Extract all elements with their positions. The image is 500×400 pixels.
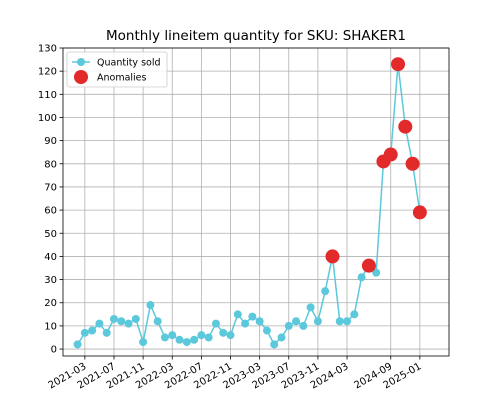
quantity-sold-point xyxy=(160,333,169,342)
quantity-sold-point xyxy=(299,321,308,330)
quantity-sold-point xyxy=(255,317,264,326)
legend-anomaly-marker xyxy=(74,70,88,84)
quantity-sold-point xyxy=(182,338,191,347)
anomaly-point xyxy=(412,205,427,220)
quantity-sold-point xyxy=(175,335,184,344)
quantity-sold-point xyxy=(262,326,271,335)
y-tick-label: 20 xyxy=(44,298,57,309)
y-tick-label: 30 xyxy=(44,275,57,286)
quantity-sold-point xyxy=(73,340,82,349)
anomaly-point xyxy=(405,156,420,171)
quantity-sold-point xyxy=(109,314,118,323)
y-tick-label: 10 xyxy=(44,321,57,332)
quantity-sold-point xyxy=(168,331,177,340)
y-tick-label: 0 xyxy=(51,345,57,356)
y-tick-label: 100 xyxy=(38,113,57,124)
quantity-sold-point xyxy=(270,340,279,349)
anomaly-point xyxy=(361,258,376,273)
y-tick-label: 80 xyxy=(44,159,57,170)
y-tick-label: 40 xyxy=(44,252,57,263)
quantity-sold-point xyxy=(321,287,330,296)
legend-label-quantity-sold: Quantity sold xyxy=(97,58,161,69)
quantity-sold-point xyxy=(248,312,257,321)
quantity-sold-point xyxy=(124,319,133,328)
grid xyxy=(63,47,449,356)
anomaly-point xyxy=(325,249,340,264)
y-tick-label: 120 xyxy=(38,67,57,78)
anomaly-point xyxy=(383,147,398,162)
plot-frame xyxy=(62,47,450,357)
quantity-sold-point xyxy=(153,317,162,326)
quantity-sold-point xyxy=(241,319,250,328)
chart-title: Monthly lineitem quantity for SKU: SHAKE… xyxy=(106,28,406,44)
quantity-sold-point xyxy=(211,319,220,328)
quantity-sold-point xyxy=(233,310,242,319)
quantity-sold-point xyxy=(313,317,322,326)
series-layer xyxy=(73,57,427,349)
quantity-sold-point xyxy=(102,328,111,337)
quantity-sold-point xyxy=(343,317,352,326)
anomaly-point xyxy=(398,119,413,134)
quantity-sold-point xyxy=(146,301,155,310)
quantity-sold-point xyxy=(335,317,344,326)
quantity-sold-point xyxy=(306,303,315,312)
quantity-sold-point xyxy=(284,321,293,330)
quantity-sold-point xyxy=(357,273,366,282)
quantity-sold-point xyxy=(226,331,235,340)
quantity-sold-point xyxy=(131,314,140,323)
quantity-sold-point xyxy=(117,317,126,326)
y-tick-label: 50 xyxy=(44,229,57,240)
quantity-sold-point xyxy=(80,328,89,337)
quantity-sold-point xyxy=(88,326,97,335)
y-tick-label: 60 xyxy=(44,206,57,217)
legend-line-marker xyxy=(77,58,85,66)
legend-box xyxy=(66,51,168,88)
quantity-sold-point xyxy=(350,310,359,319)
quantity-sold-point xyxy=(292,317,301,326)
anomaly-point xyxy=(391,57,406,72)
quantity-sold-point xyxy=(139,338,148,347)
y-tick-label: 110 xyxy=(38,90,57,101)
quantity-sold-point xyxy=(219,328,228,337)
quantity-sold-point xyxy=(95,319,104,328)
quantity-sold-point xyxy=(197,331,206,340)
legend: Quantity sold Anomalies xyxy=(66,51,168,88)
quantity-sold-point xyxy=(372,268,381,277)
quantity-sold-point xyxy=(190,335,199,344)
y-tick-label: 70 xyxy=(44,182,57,193)
quantity-sold-point xyxy=(204,333,213,342)
y-tick-label: 90 xyxy=(44,136,57,147)
legend-label-anomalies: Anomalies xyxy=(97,73,147,84)
y-tick-label: 130 xyxy=(38,44,57,55)
quantity-sold-point xyxy=(277,333,286,342)
